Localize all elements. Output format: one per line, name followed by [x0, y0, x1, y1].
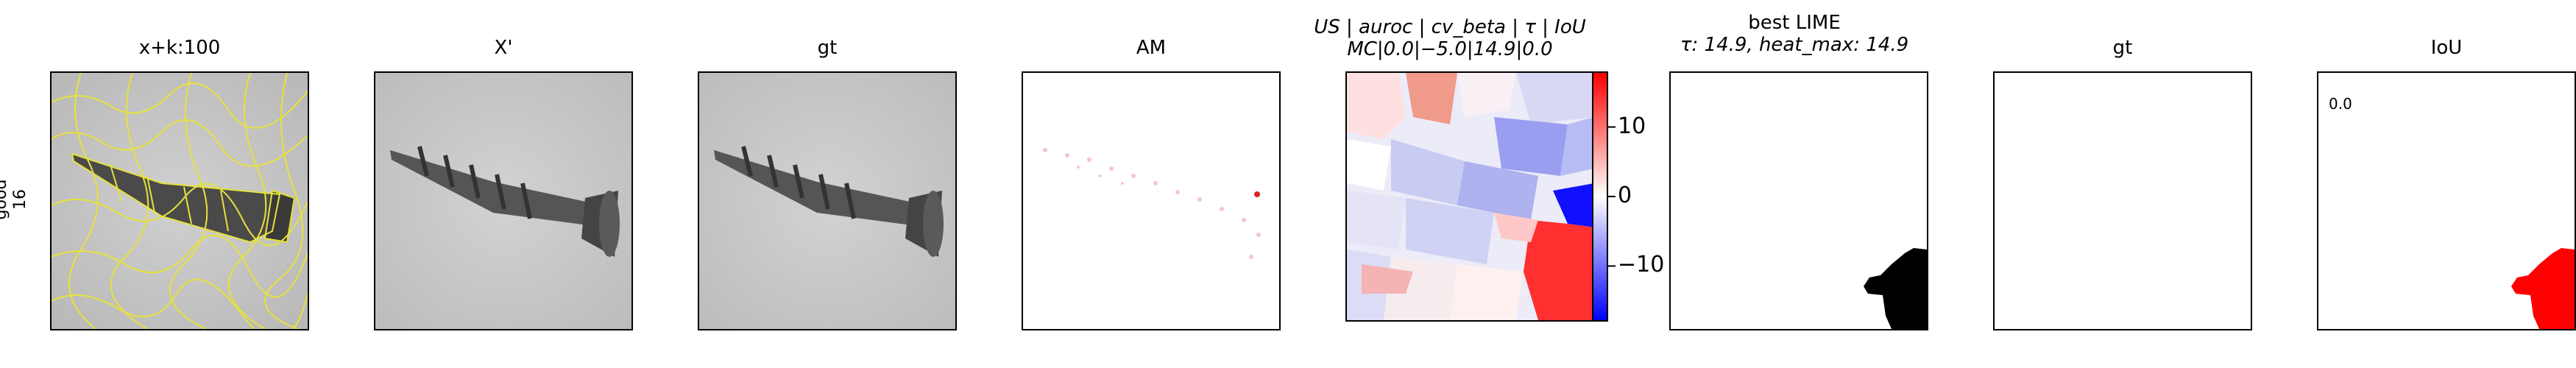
- iou-value-annotation: 0.0: [2329, 95, 2352, 113]
- row-label: good 16: [0, 159, 30, 240]
- panel-3-title: gt: [817, 37, 838, 59]
- panel-5-title: US | auroc | cv_beta | τ | IoU MC|0.0|−5…: [1295, 16, 1604, 60]
- panel-3-gt-image: [698, 71, 957, 330]
- colorbar-ticks: [1608, 126, 1616, 267]
- row-label-index: 16: [11, 189, 29, 210]
- panel-6-title-line1: best LIME: [1748, 12, 1841, 34]
- panel-6-title-line2: τ: 14.9, heat_max: 14.9: [1680, 34, 1909, 56]
- panel-5-title-line2: MC|0.0|−5.0|14.9|0.0: [1347, 38, 1553, 60]
- colorbar: [1592, 71, 1608, 322]
- colorbar-tick-label: 0: [1618, 183, 1632, 208]
- colorbar-tick-label: 10: [1618, 113, 1646, 139]
- panel-2-title: X': [494, 37, 513, 59]
- panel-5-title-line1: US | auroc | cv_beta | τ | IoU: [1314, 16, 1586, 38]
- panel-8-iou-mask: 0.0: [2317, 71, 2576, 330]
- panel-6-title: best LIME τ: 14.9, heat_max: 14.9: [1640, 12, 1949, 56]
- panel-7-gt-mask: [1993, 71, 2252, 330]
- panel-8-title: IoU: [2430, 37, 2463, 59]
- panel-2-input-image: [374, 71, 633, 330]
- panel-1-title: x+k:100: [138, 37, 221, 59]
- row-label-class: good: [0, 179, 10, 220]
- panel-4-title: AM: [1136, 37, 1167, 59]
- panel-4-anomaly-map: [1022, 71, 1281, 330]
- panel-1-superpixel-image: [50, 71, 309, 330]
- panel-7-title: gt: [2112, 37, 2133, 59]
- colorbar-tick-label: −10: [1618, 252, 1665, 278]
- panel-5-heatmap: [1345, 71, 1596, 322]
- panel-6-lime-mask: [1669, 71, 1928, 330]
